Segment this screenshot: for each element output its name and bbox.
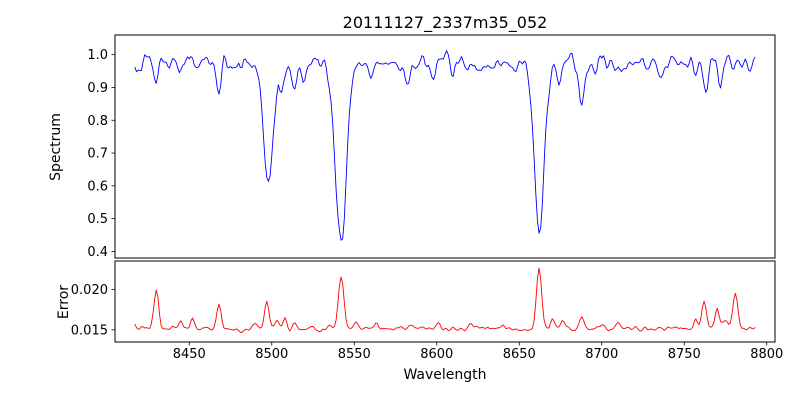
x-tick-label: 8500: [255, 347, 288, 362]
spectrum-line: [134, 50, 756, 241]
spectrum-y-tick-label: 0.8: [87, 114, 108, 129]
error-panel-border: [114, 260, 776, 343]
x-tick-label: 8550: [338, 347, 371, 362]
spectrum-y-tick-label: 1.0: [87, 48, 108, 63]
x-tick-label: 8650: [503, 347, 536, 362]
chart-title: 20111127_2337m35_052: [342, 13, 548, 32]
spectrum-y-tick-label: 0.6: [87, 179, 108, 194]
spectrum-y-tick-label: 0.9: [87, 81, 108, 96]
error-y-tick-label: 0.020: [71, 283, 108, 298]
spectrum-y-tick-label: 0.7: [87, 147, 108, 162]
x-tick-label: 8600: [420, 347, 453, 362]
x-tick-label: 8450: [173, 347, 206, 362]
x-tick-label: 8750: [668, 347, 701, 362]
spectrum-panel-border: [114, 34, 776, 259]
error-line: [134, 267, 756, 333]
x-tick-label: 8800: [750, 347, 783, 362]
x-axis-label: Wavelength: [403, 367, 487, 383]
x-tick-label: 8700: [585, 347, 618, 362]
error-y-tick-label: 0.015: [71, 323, 108, 338]
spectrum-y-tick-label: 0.5: [87, 212, 108, 227]
spectrum-y-tick-label: 0.4: [87, 245, 108, 260]
